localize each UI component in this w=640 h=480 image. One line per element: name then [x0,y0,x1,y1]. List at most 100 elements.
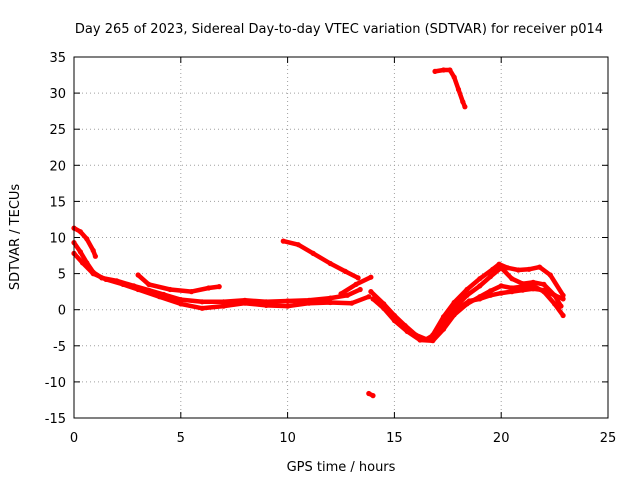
data-point [216,284,222,290]
data-point [206,285,212,291]
y-tick-label: 20 [49,159,66,174]
y-tick-label: 35 [49,51,66,66]
data-point [135,286,141,293]
y-tick-label: 30 [49,87,66,102]
data-point [342,268,348,274]
data-point [430,338,436,344]
data-point [462,104,468,110]
data-point [509,289,515,295]
data-point [84,236,90,242]
data-point [552,292,558,298]
data-point [432,68,438,74]
data-point [417,337,423,343]
data-point [430,332,436,338]
data-point [498,290,504,296]
data-point [440,326,447,332]
x-tick-label: 25 [600,431,617,446]
x-tick-label: 10 [279,431,296,446]
data-point [391,317,397,324]
data-point [79,260,86,266]
data-point [515,267,521,273]
data-point [440,67,447,73]
data-point [90,271,96,277]
data-point [220,303,227,309]
data-point [520,281,526,287]
y-tick-label: -5 [53,340,66,355]
data-point [344,292,350,298]
data-point [541,281,547,287]
data-point [366,390,372,397]
data-point [451,305,457,311]
data-point [552,301,558,307]
data-point [541,289,547,295]
data-point [381,305,387,311]
y-tick-label: 10 [49,232,66,247]
y-tick-label: 15 [49,195,66,210]
y-axis-label: SDTVAR / TECUs [8,184,23,291]
x-tick-label: 0 [70,431,78,446]
data-point [464,292,470,298]
data-point [178,297,184,303]
data-point [460,99,466,105]
data-point [199,299,205,305]
data-point [135,272,141,278]
data-point [509,276,515,282]
data-point [464,286,470,293]
data-point [357,286,363,293]
data-point [370,393,376,399]
data-point [355,275,361,281]
data-point [509,285,515,291]
data-point [90,247,96,254]
y-tick-label: 0 [58,304,66,319]
data-point [199,305,205,311]
axis-ticks: 0 5 10 15 20 25 -15 -10 -5 0 5 10 15 20 25 30 35 [45,51,617,446]
data-point [327,299,333,306]
data-point [477,276,483,282]
data-point [547,272,553,278]
data-point [464,301,470,307]
data-point [451,74,457,80]
data-point [440,320,447,326]
y-tick-label: 5 [58,268,66,283]
data-point [498,265,504,271]
data-point [560,296,566,302]
data-point [280,238,286,244]
data-point [167,286,173,293]
data-point [487,273,494,280]
data-point [455,86,462,93]
data-point [404,328,410,334]
data-point [368,289,374,295]
x-tick-label: 20 [493,431,510,446]
data-point [92,253,98,259]
data-point [306,300,312,306]
x-tick-label: 5 [177,431,185,446]
data-point [526,266,532,272]
data-point [338,291,344,297]
data-point [285,298,291,304]
data-point [77,229,83,235]
data-point [242,300,248,306]
data-point [349,300,355,306]
data-point [263,302,269,308]
data-point [327,260,333,267]
data-point [477,283,483,289]
data-point [220,299,227,305]
data-point [498,283,504,289]
data-point [560,312,566,319]
data-point [530,279,536,285]
data-point [477,294,483,300]
data-point [146,281,152,287]
data-point [103,276,109,282]
data-point [285,303,291,309]
data-point [77,249,83,255]
data-point [447,67,453,73]
data-point [558,303,564,309]
y-tick-label: -15 [45,412,66,427]
data-point [366,294,372,300]
y-tick-label: 25 [49,123,66,138]
data-point [370,296,376,302]
data-point [156,294,162,300]
data-point [353,281,359,287]
